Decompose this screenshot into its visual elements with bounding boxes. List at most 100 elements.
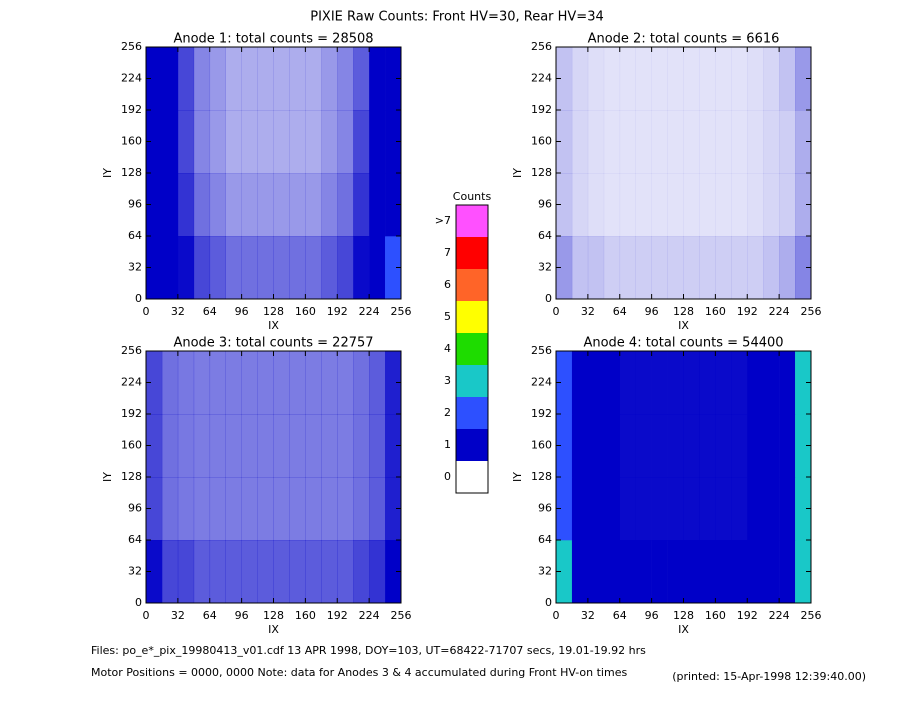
y-tick-label: 96 <box>128 198 142 211</box>
x-tick-label: 64 <box>613 609 627 622</box>
y-tick-label: 0 <box>545 292 552 305</box>
heat-cell <box>337 414 354 478</box>
y-tick-label: 160 <box>531 439 552 452</box>
heat-cell <box>763 173 780 237</box>
heat-cell <box>731 47 748 111</box>
heat-cell <box>587 414 605 478</box>
y-tick-label: 128 <box>531 166 552 179</box>
heat-cell <box>795 47 812 111</box>
y-axis-label: IY <box>511 168 524 178</box>
footer-printed: (printed: 15-Apr-1998 12:39:40.00) <box>672 670 866 683</box>
x-tick-label: 0 <box>553 305 560 318</box>
heat-cell <box>193 414 211 478</box>
heat-cell <box>715 540 732 604</box>
heat-cell <box>651 351 668 415</box>
y-tick-label: 32 <box>128 565 142 578</box>
heat-cell <box>619 236 636 300</box>
y-tick-label: 32 <box>538 261 552 274</box>
heat-cell <box>225 351 242 415</box>
x-axis-label: IX <box>678 319 689 332</box>
heat-cell <box>337 477 354 541</box>
x-tick-label: 32 <box>171 305 185 318</box>
heat-cell <box>731 173 748 237</box>
heat-cell <box>556 236 573 300</box>
heat-cell <box>209 477 226 541</box>
heat-cell <box>193 47 211 111</box>
heat-cell <box>747 110 764 174</box>
heat-cell <box>715 110 732 174</box>
heat-cell <box>795 414 812 478</box>
heat-cell <box>763 351 780 415</box>
y-tick-label: 0 <box>135 292 142 305</box>
heat-cell <box>257 477 274 541</box>
colorbar-swatch <box>456 429 488 461</box>
heat-cell <box>289 47 306 111</box>
colorbar-swatch <box>456 397 488 429</box>
heat-cell <box>571 351 589 415</box>
heat-cell <box>779 236 796 300</box>
colorbar-label: 2 <box>444 406 451 419</box>
heat-cell <box>273 173 290 237</box>
heat-cell <box>385 110 402 174</box>
heat-cell <box>587 47 605 111</box>
heat-cell <box>715 477 732 541</box>
heat-cell <box>353 47 370 111</box>
heat-cell <box>619 351 636 415</box>
heat-cell <box>715 47 732 111</box>
y-tick-label: 224 <box>121 376 142 389</box>
heat-cell <box>161 351 179 415</box>
colorbar-label: 4 <box>444 342 451 355</box>
heat-cell <box>289 110 306 174</box>
heat-cell <box>305 236 322 300</box>
heat-cell <box>353 236 370 300</box>
heat-cell <box>651 173 668 237</box>
heat-cell <box>779 477 796 541</box>
heat-cell <box>209 351 226 415</box>
heat-cell <box>795 173 812 237</box>
heat-cell <box>779 414 796 478</box>
heat-cell <box>385 540 402 604</box>
heat-cell <box>177 351 195 415</box>
heat-cell <box>715 173 732 237</box>
heat-cell <box>385 47 402 111</box>
heat-cell <box>209 110 226 174</box>
y-tick-label: 128 <box>121 166 142 179</box>
heat-cell <box>747 477 764 541</box>
heat-cell <box>337 540 354 604</box>
heat-cell <box>257 110 274 174</box>
y-tick-label: 0 <box>545 596 552 609</box>
heat-cell <box>731 477 748 541</box>
heat-cell <box>257 173 274 237</box>
heat-cell <box>667 540 684 604</box>
heat-cell <box>273 477 290 541</box>
heat-cell <box>667 351 684 415</box>
heat-cell <box>779 110 796 174</box>
heat-cell <box>289 236 306 300</box>
heat-cell <box>369 351 386 415</box>
heat-cell <box>305 47 322 111</box>
heat-cell <box>683 173 700 237</box>
heat-cell <box>603 351 621 415</box>
x-tick-label: 256 <box>391 609 412 622</box>
heat-cell <box>257 236 274 300</box>
heat-cell <box>289 173 306 237</box>
heat-cell <box>225 540 242 604</box>
heat-cell <box>779 540 796 604</box>
y-tick-label: 192 <box>531 103 552 116</box>
heat-cell <box>385 173 402 237</box>
heat-cell <box>699 414 716 478</box>
heat-cell <box>385 351 402 415</box>
heat-cell <box>731 351 748 415</box>
y-tick-label: 0 <box>135 596 142 609</box>
heat-cell <box>779 173 796 237</box>
heat-cell <box>651 414 668 478</box>
heat-cell <box>683 414 700 478</box>
heat-cell <box>321 351 338 415</box>
heat-cell <box>603 236 621 300</box>
y-tick-label: 160 <box>531 135 552 148</box>
x-tick-label: 192 <box>327 609 348 622</box>
heat-cell <box>699 477 716 541</box>
heat-cell <box>385 236 402 300</box>
heat-cell <box>763 47 780 111</box>
heat-cell <box>747 351 764 415</box>
